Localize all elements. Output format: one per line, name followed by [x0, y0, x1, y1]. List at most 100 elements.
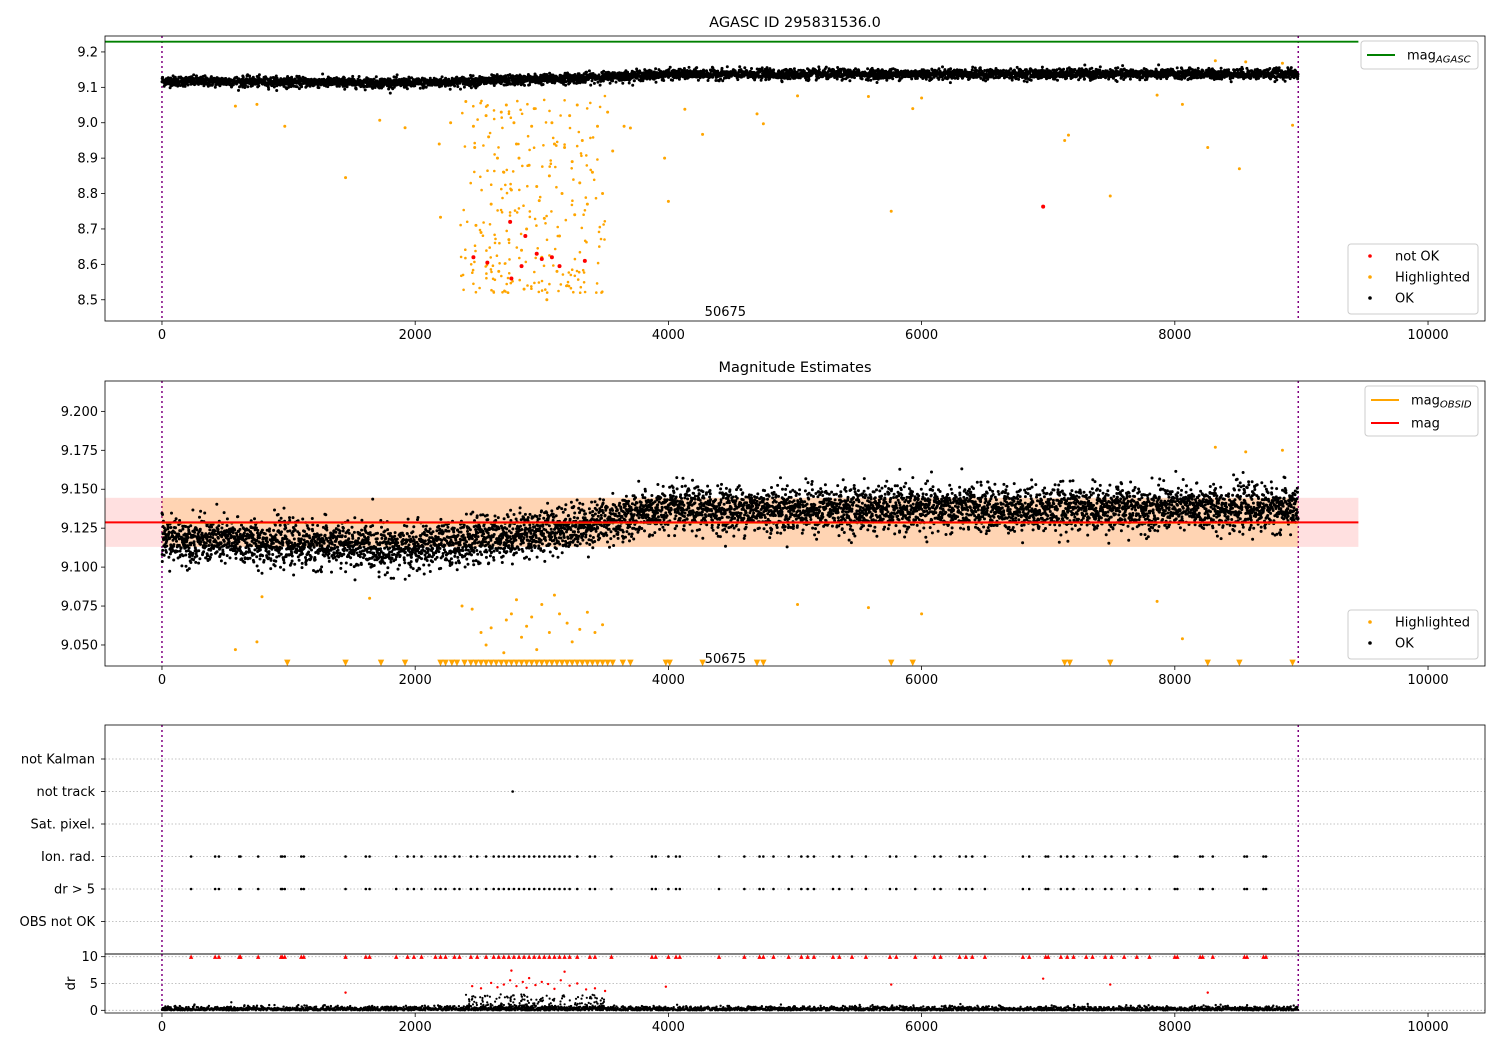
- flag-point: [1091, 855, 1094, 858]
- series-highlighted-point: [563, 146, 567, 150]
- flag-point: [772, 887, 775, 891]
- series-highlighted-point: [489, 626, 493, 630]
- series-highlighted-point: [585, 202, 589, 206]
- series-highlighted-point: [889, 209, 893, 213]
- off-scale-marker: [1175, 954, 1180, 959]
- x-tick-label: 0: [158, 673, 166, 688]
- flag-point: [458, 887, 461, 891]
- series-highlighted-point: [537, 199, 541, 203]
- y-tick-label: 9.100: [61, 561, 98, 576]
- series-highlighted-point: [701, 132, 705, 136]
- flag-point: [507, 887, 511, 891]
- series-not-ok-point: [485, 260, 490, 265]
- off-scale-marker: [553, 659, 561, 667]
- series-highlighted-point: [512, 121, 516, 125]
- off-scale-marker: [666, 659, 673, 667]
- off-scale-marker: [523, 659, 530, 667]
- series-highlighted-point: [1237, 167, 1241, 171]
- off-scale-marker: [518, 659, 525, 667]
- off-scale-marker: [482, 659, 490, 667]
- flag-point: [527, 855, 531, 858]
- flag-point: [1072, 855, 1075, 858]
- y-tick-label: 9.175: [61, 444, 98, 459]
- series-highlighted-point: [606, 110, 610, 114]
- series-highlighted-point: [504, 103, 508, 107]
- off-scale-marker: [477, 659, 485, 667]
- flag-label: OBS not OK: [20, 915, 96, 930]
- off-scale-marker: [467, 659, 475, 667]
- off-scale-marker: [805, 954, 810, 959]
- off-scale-marker: [888, 659, 895, 667]
- flag-point: [537, 887, 541, 891]
- off-scale-marker: [542, 954, 547, 959]
- flag-point: [475, 855, 479, 858]
- series-highlighted-point: [509, 188, 513, 192]
- flag-point: [1103, 855, 1107, 858]
- flag-point: [558, 855, 561, 858]
- off-scale-marker: [558, 659, 566, 667]
- series-highlighted-point: [344, 176, 348, 180]
- series-highlighted-point: [233, 648, 237, 652]
- off-scale-marker: [1210, 954, 1215, 959]
- off-scale-marker: [1090, 954, 1095, 959]
- series-highlighted-point: [260, 595, 264, 599]
- off-scale-marker: [548, 659, 556, 667]
- flag-point: [497, 887, 501, 891]
- off-scale-marker: [563, 659, 571, 667]
- flag-point: [563, 855, 566, 858]
- flag-point: [717, 887, 721, 891]
- off-scale-marker: [1046, 954, 1051, 959]
- flag-point: [548, 887, 551, 891]
- flag-point: [913, 887, 917, 891]
- series-highlighted-point: [1280, 61, 1284, 65]
- series-highlighted-point: [1244, 450, 1248, 454]
- panels: AGASC ID 295831536.0 50675 0 2000 4000 6000 80…: [20, 15, 1486, 1035]
- legend-label: OK: [1395, 292, 1414, 307]
- flag-point: [831, 855, 835, 858]
- off-scale-marker: [982, 954, 988, 959]
- series-highlighted-point: [1291, 123, 1295, 127]
- legend-point-swatch: [1368, 641, 1372, 645]
- off-scale-marker: [957, 954, 962, 959]
- off-scale-marker: [1066, 659, 1073, 667]
- flag-point: [1027, 887, 1031, 891]
- series-highlighted-point: [1155, 599, 1159, 603]
- series-not-ok-point: [582, 258, 587, 263]
- series-highlighted-point: [495, 156, 499, 160]
- flag-point: [517, 887, 521, 891]
- off-scale-marker: [1102, 954, 1108, 959]
- y-tick-label: 9.200: [61, 405, 98, 420]
- off-scale-marker: [461, 659, 468, 667]
- flag-point: [964, 887, 968, 891]
- flag-point: [1046, 887, 1050, 891]
- flag-point: [469, 855, 473, 858]
- flag-point: [1198, 887, 1202, 891]
- off-scale-marker: [673, 954, 679, 959]
- series-highlighted-point: [470, 607, 474, 611]
- flag-point: [806, 855, 809, 858]
- series-not-ok-point: [471, 255, 476, 260]
- series-highlighted-point: [1066, 133, 1070, 137]
- flag-point: [497, 855, 501, 858]
- series-not-ok-point: [523, 234, 528, 239]
- y-tick-label: 9.2: [77, 45, 98, 60]
- flag-point: [217, 887, 221, 891]
- flag-point: [762, 887, 765, 891]
- off-scale-marker: [538, 659, 545, 667]
- series-dr-red-point: [603, 989, 607, 993]
- flag-point: [553, 887, 556, 891]
- flag-point: [864, 887, 868, 891]
- series-not-ok-point: [534, 251, 539, 256]
- flag-point: [1148, 887, 1151, 891]
- off-scale-marker: [568, 659, 576, 667]
- off-scale-marker: [666, 954, 671, 959]
- flag-point: [758, 887, 761, 891]
- flag-point: [558, 887, 561, 891]
- flag-label: not track: [36, 785, 95, 800]
- flag-point: [444, 887, 447, 891]
- off-scale-marker: [757, 954, 762, 959]
- series-highlighted-point: [525, 624, 529, 628]
- flag-label: Sat. pixel.: [31, 818, 95, 833]
- series-highlighted-point: [911, 107, 915, 111]
